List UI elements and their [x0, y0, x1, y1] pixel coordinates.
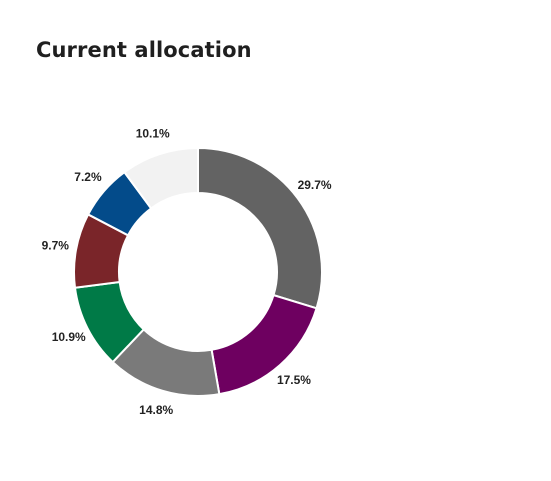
slice-label-0: 29.7%: [298, 178, 332, 192]
donut-slice-6[interactable]: [123, 146, 199, 210]
slice-label-6: 10.1%: [136, 126, 170, 140]
slice-label-2: 14.8%: [139, 403, 173, 417]
card-title: Current allocation: [36, 38, 252, 62]
slice-label-1: 17.5%: [277, 373, 311, 387]
donut-slice-0[interactable]: [197, 146, 323, 310]
slice-label-3: 10.9%: [52, 330, 86, 344]
slice-label-5: 7.2%: [74, 170, 102, 184]
slice-label-4: 9.7%: [42, 239, 70, 253]
